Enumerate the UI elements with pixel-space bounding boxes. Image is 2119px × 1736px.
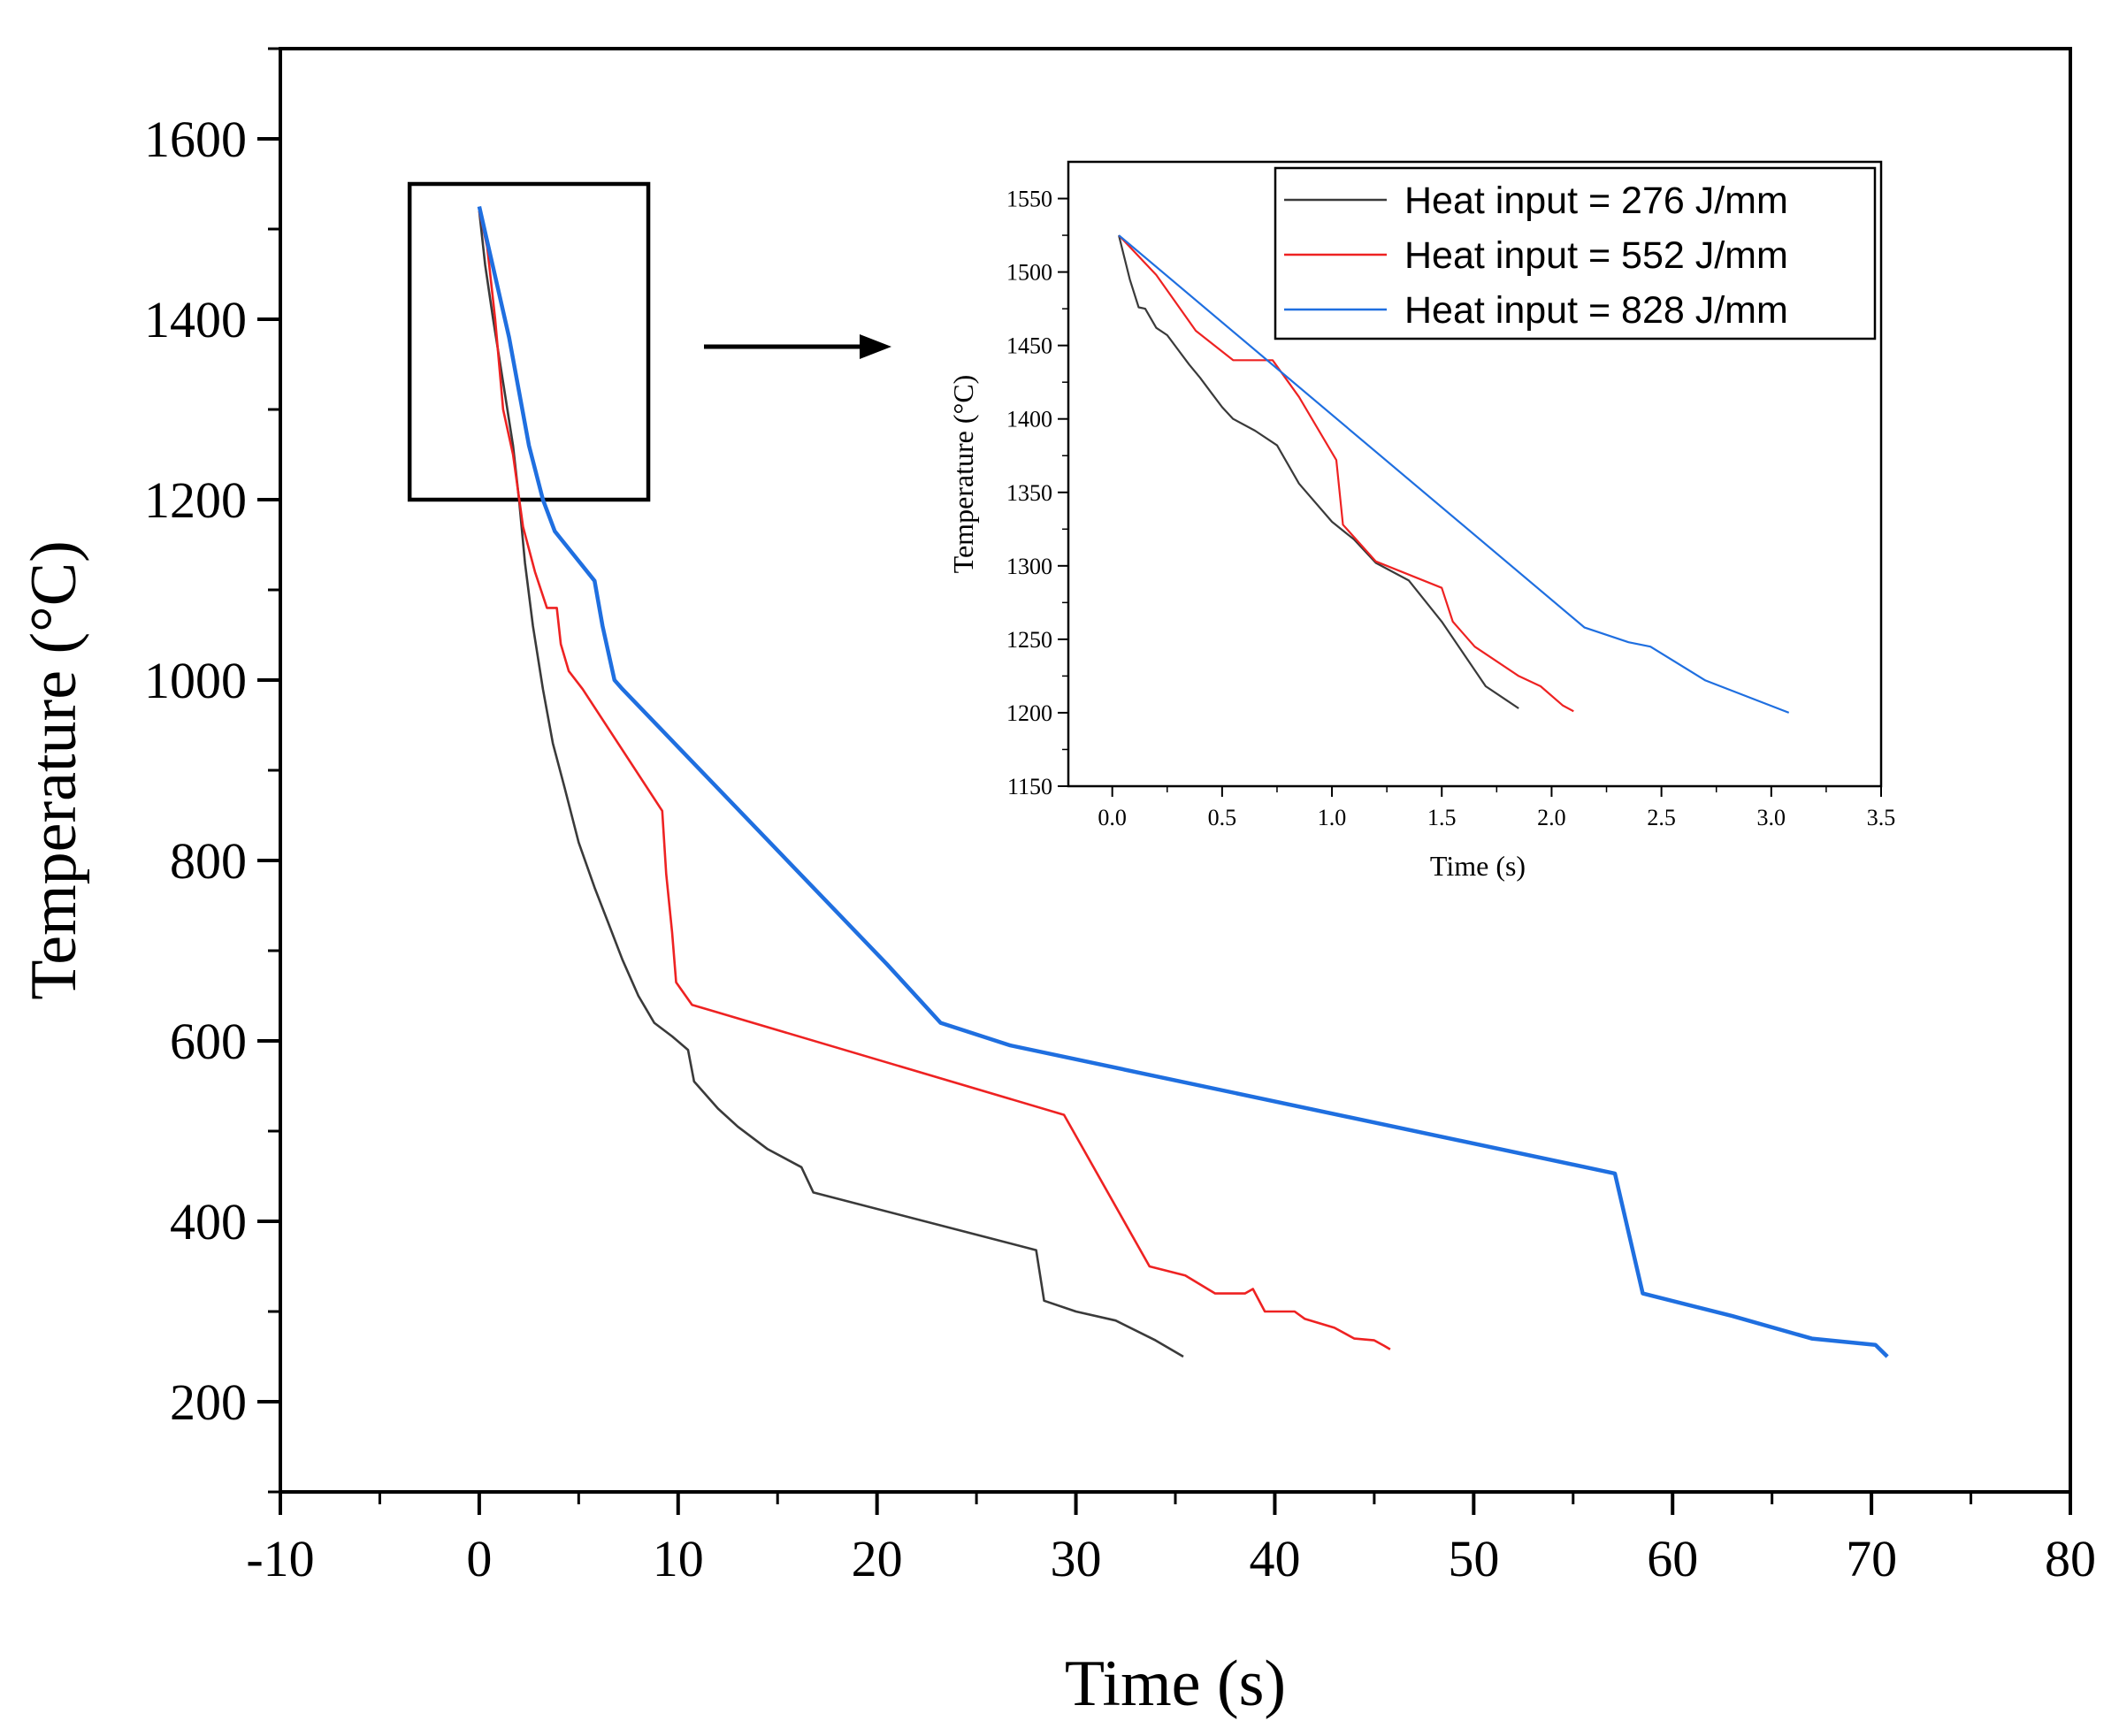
main-x-tick-label: 10 (653, 1530, 704, 1587)
main-y-axis-label: Temperature (°C) (18, 540, 90, 1000)
inset-x-axis-label: Time (s) (1430, 850, 1526, 882)
main-x-axis-label: Time (s) (1065, 1648, 1286, 1720)
main-y-tick-label: 1000 (144, 652, 247, 709)
zoom-box (407, 181, 651, 502)
inset-axes (1058, 197, 1882, 797)
legend-label: Heat input = 552 J/mm (1404, 234, 1788, 277)
main-y-tick-label: 1600 (144, 111, 247, 168)
legend: Heat input = 276 J/mm Heat input = 552 J… (1274, 166, 1877, 340)
main-series-line-3 (477, 206, 1889, 1358)
inset-y-tick-label: 1450 (1006, 333, 1052, 359)
inset-x-tick-label: 0.5 (1208, 805, 1237, 830)
inset-y-tick-label: 1150 (1007, 774, 1052, 799)
inset-y-tick-label: 1200 (1006, 700, 1052, 726)
main-x-tick-label: 70 (1846, 1530, 1897, 1587)
zoom-arrow (704, 334, 891, 359)
inset-y-tick-label: 1300 (1006, 554, 1052, 579)
inset-y-tick-label: 1350 (1006, 480, 1052, 506)
main-series-group (477, 206, 1889, 1358)
inset-x-tick-label: 3.0 (1757, 805, 1786, 830)
main-tick-labels: -10 0 10 20 30 40 50 60 70 80 200 400 600 800 1000 1200… (144, 111, 2096, 1587)
main-x-tick-label: 40 (1249, 1530, 1300, 1587)
main-y-tick-label: 800 (170, 832, 247, 890)
main-x-tick-label: 0 (466, 1530, 492, 1587)
inset-y-axis-label: Temperature (°C) (947, 375, 979, 574)
main-y-tick-label: 600 (170, 1013, 247, 1070)
main-y-tick-label: 400 (170, 1193, 247, 1250)
inset-series-line-1 (1118, 234, 1519, 709)
main-x-tick-label: 80 (2045, 1530, 2096, 1587)
inset-y-tick-label: 1550 (1006, 187, 1052, 212)
legend-item: Heat input = 276 J/mm (1284, 180, 1788, 222)
inset-x-tick-label: 0.0 (1098, 805, 1127, 830)
zoom-rectangle (407, 181, 651, 502)
main-y-tick-label: 1200 (144, 471, 247, 529)
inset-x-tick-label: 2.5 (1647, 805, 1676, 830)
legend-item: Heat input = 552 J/mm (1284, 234, 1788, 277)
inset-y-tick-label: 1500 (1006, 260, 1052, 286)
inset-x-tick-label: 1.5 (1427, 805, 1457, 830)
main-x-tick-label: 60 (1647, 1530, 1698, 1587)
main-axes (257, 47, 2072, 1515)
main-x-tick-label: 20 (852, 1530, 903, 1587)
inset-series-line-2 (1118, 234, 1574, 713)
main-x-tick-label: 50 (1448, 1530, 1499, 1587)
main-x-tick-label: -10 (246, 1530, 314, 1587)
inset-x-tick-label: 1.0 (1318, 805, 1347, 830)
inset-x-tick-label: 3.5 (1867, 805, 1896, 830)
main-y-tick-label: 200 (170, 1373, 247, 1431)
legend-label: Heat input = 276 J/mm (1404, 180, 1788, 222)
main-y-tick-label: 1400 (144, 291, 247, 348)
inset-y-tick-label: 1400 (1006, 407, 1052, 432)
main-x-tick-label: 30 (1051, 1530, 1102, 1587)
inset-y-tick-label: 1250 (1006, 627, 1052, 653)
inset-series-group (1118, 234, 1790, 714)
legend-item: Heat input = 828 J/mm (1284, 289, 1788, 332)
inset-x-tick-label: 2.0 (1537, 805, 1566, 830)
legend-label: Heat input = 828 J/mm (1404, 289, 1788, 332)
inset-tick-labels: 0.0 0.5 1.0 1.5 2.0 2.5 3.0 3.5 1150 1200 1250 1300… (1006, 187, 1895, 830)
inset-series-line-3 (1118, 234, 1790, 714)
main-series-line-2 (478, 210, 1391, 1350)
